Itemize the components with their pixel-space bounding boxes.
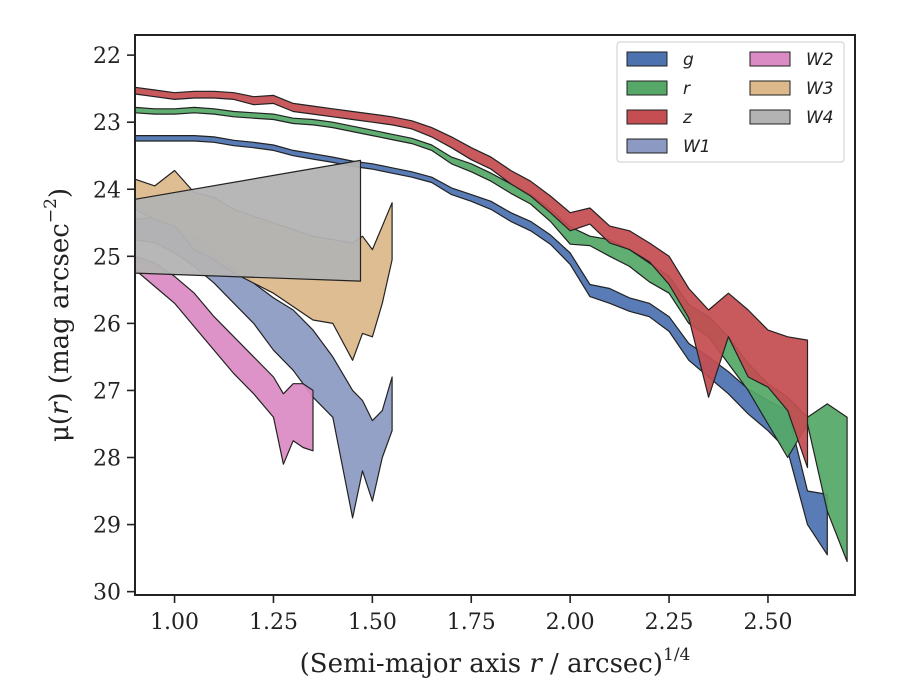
y-tick-label: 22 [93,44,121,69]
x-tick-label: 2.00 [546,610,595,635]
legend-swatch-w1 [626,138,668,154]
legend-swatch-z [626,109,668,125]
legend-swatch-w4 [749,109,791,125]
x-tick-label: 1.75 [447,610,496,635]
legend-swatch-r [626,80,668,96]
legend-label-g: g [683,50,694,70]
x-tick-label: 1.50 [348,610,397,635]
legend-label-w2: W2 [806,50,834,70]
x-tick-label: 2.50 [743,610,792,635]
band-r [134,106,848,563]
x-axis: 1.00 1.25 1.50 1.75 2.00 2.25 2.50 [150,595,792,635]
y-tick-label: 28 [93,447,121,472]
legend-swatch-g [626,51,668,67]
legend-swatch-w2 [749,51,791,67]
legend-label-w4: W4 [806,108,834,128]
y-axis: 22 23 24 25 26 27 28 29 30 [93,44,135,606]
plot-frame [134,34,856,596]
band-w2 [134,255,314,465]
x-tick-label: 2.25 [645,610,694,635]
legend-label-w3: W3 [806,79,834,99]
profile-bands [134,86,848,563]
legend: grz W1 W2 W3 W4 [616,41,845,163]
y-tick-label: 23 [93,111,121,136]
x-tick-label: 1.25 [249,610,298,635]
legend-label-r: r [683,79,691,99]
y-tick-label: 24 [93,178,121,203]
legend-swatch-w3 [749,80,791,96]
x-axis-label: (Semi-major axis r / arcsec)1/4 [300,645,691,679]
y-tick-label: 25 [93,245,121,270]
y-axis-label: μ(r) (mag arcsec−2) [41,188,75,442]
y-tick-label: 30 [93,581,121,606]
y-tick-label: 27 [93,379,121,404]
x-tick-label: 1.00 [150,610,199,635]
band-z [134,86,809,469]
legend-label-w1: W1 [683,137,711,157]
y-tick-label: 26 [93,312,121,337]
legend-label-z: z [682,108,693,128]
y-tick-label: 29 [93,514,121,539]
legend-box [616,41,845,163]
